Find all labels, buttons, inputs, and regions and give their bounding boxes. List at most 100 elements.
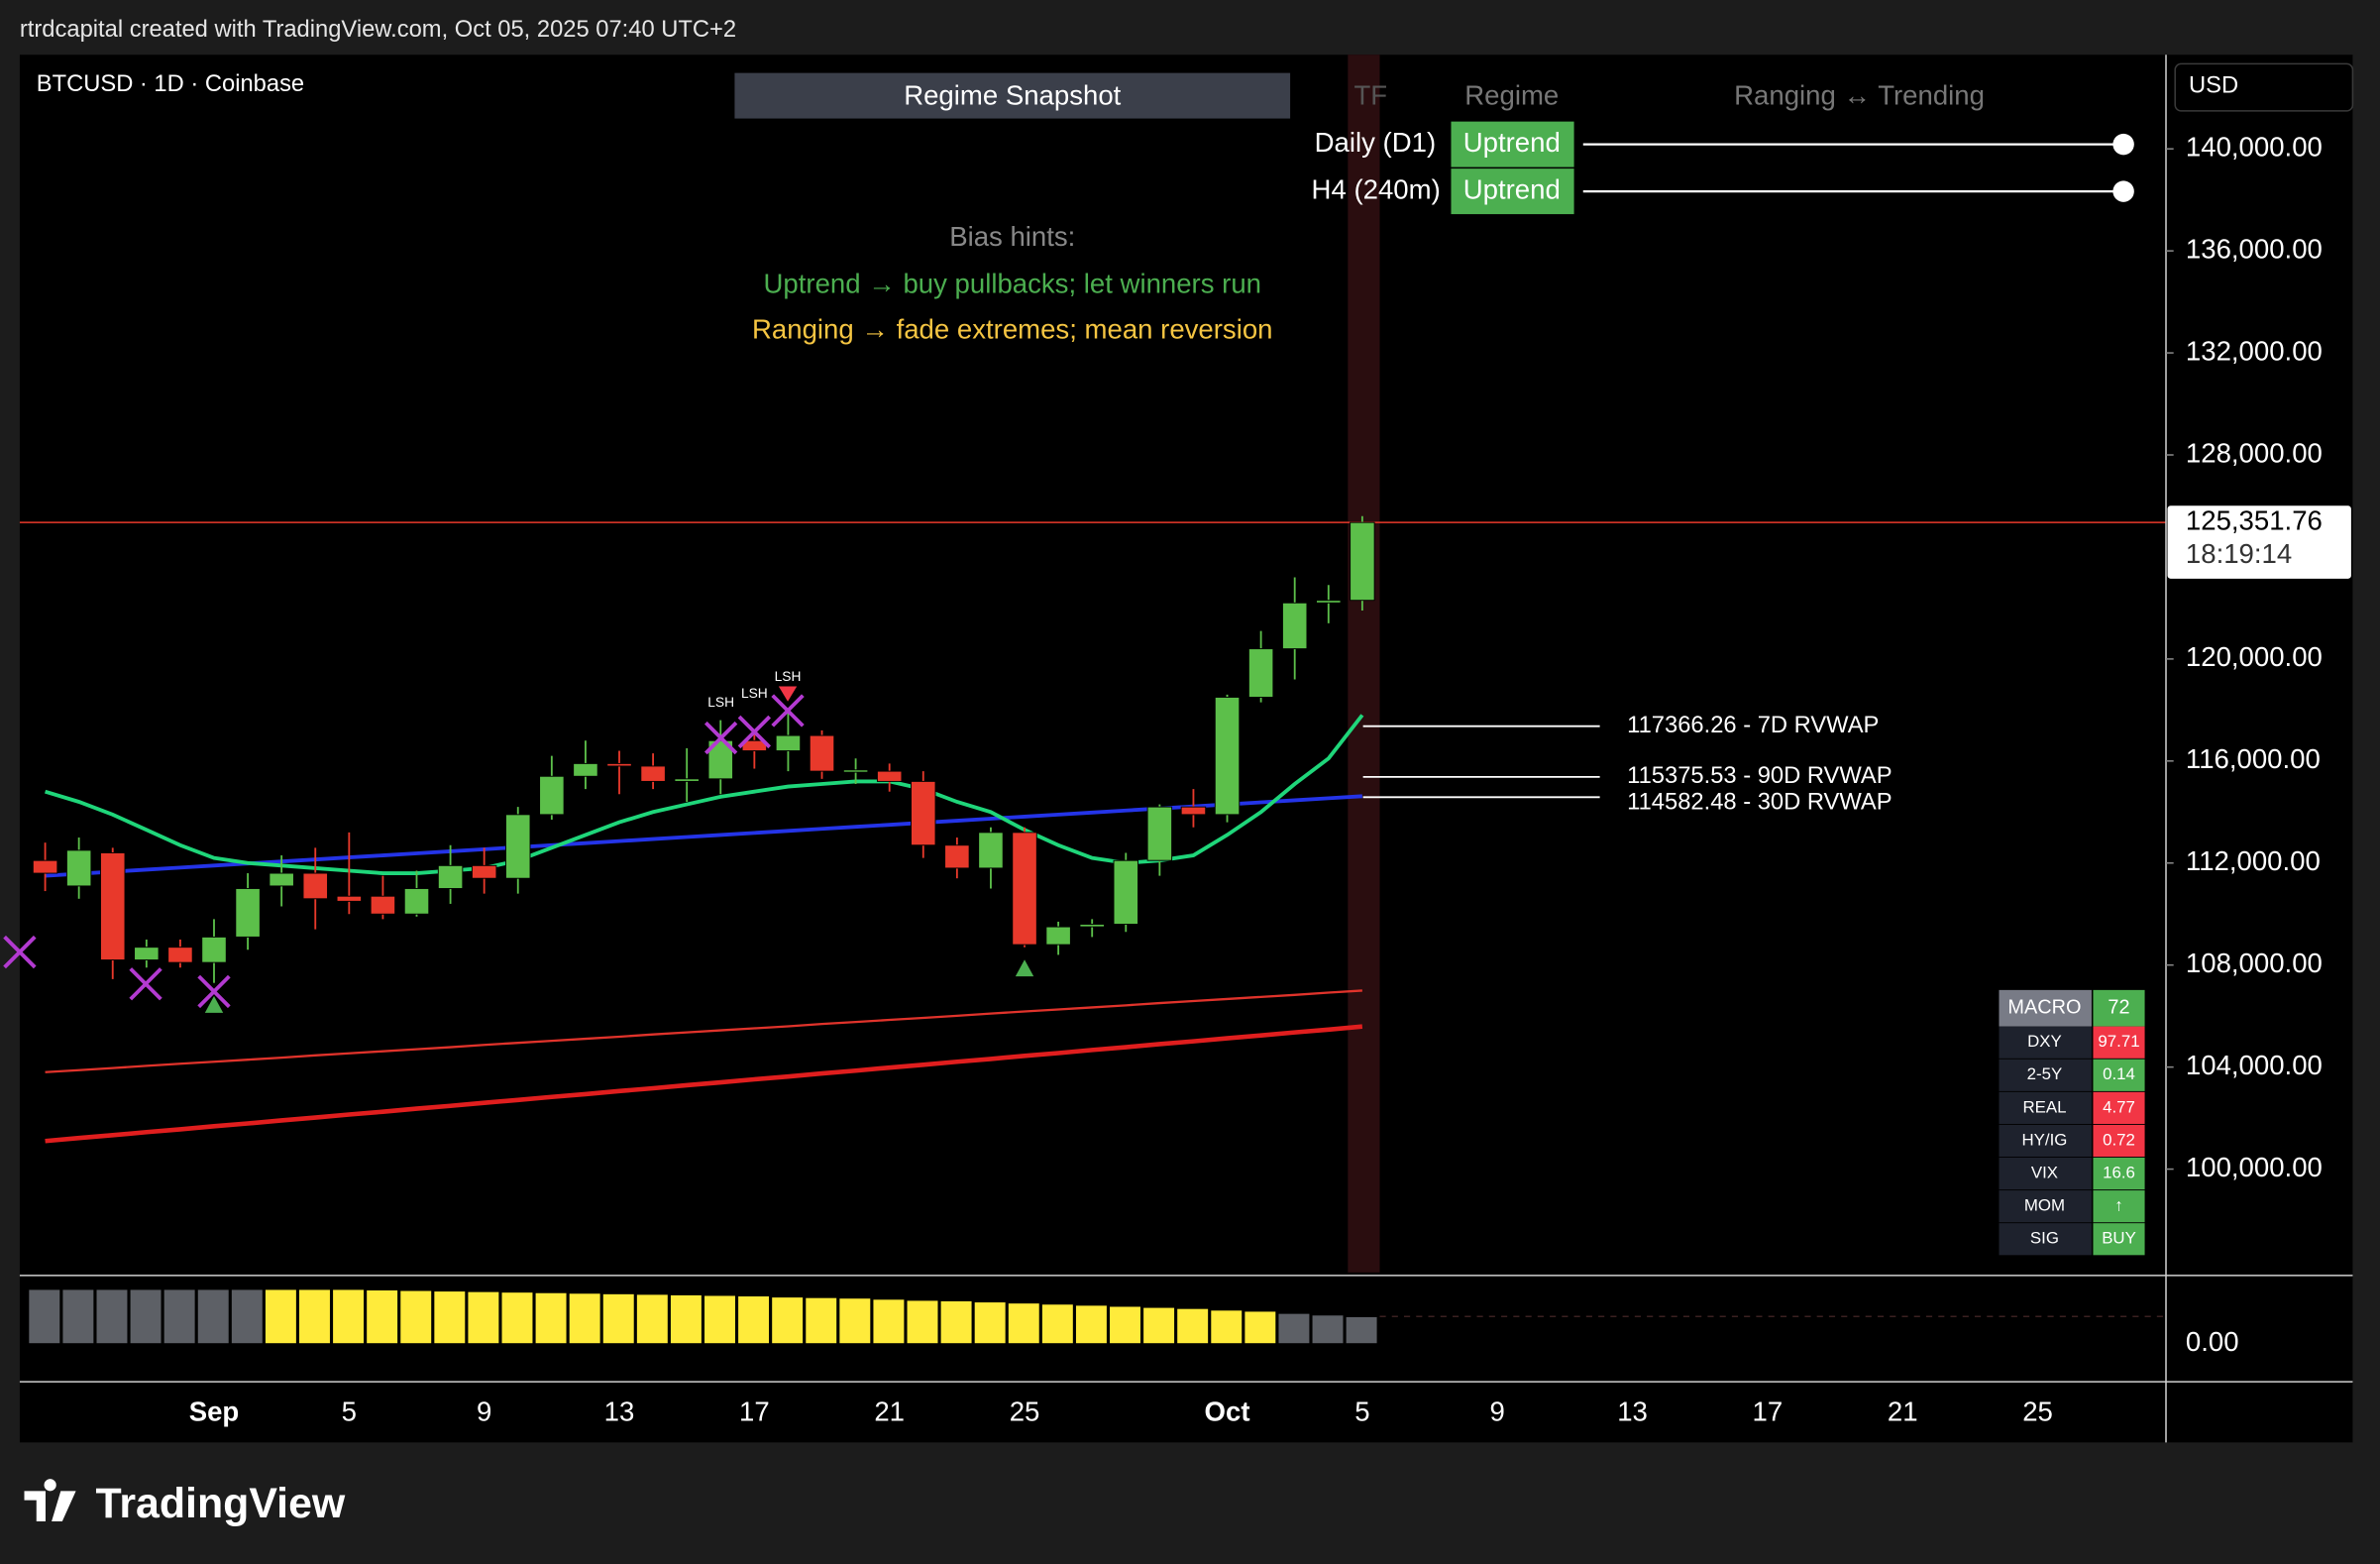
candle-body	[809, 734, 835, 772]
macro-value-cell	[2093, 1223, 2145, 1256]
candle-body	[134, 947, 160, 961]
macro-value: 72	[2108, 997, 2129, 1019]
oscillator-bar	[601, 1292, 635, 1345]
oscillator-bar	[1175, 1307, 1210, 1345]
logo-text: TradingView	[96, 1480, 346, 1527]
logo-mark	[24, 1479, 76, 1522]
oscillator-bar	[1108, 1305, 1142, 1345]
candle-body	[235, 888, 261, 938]
candle-body	[842, 769, 869, 773]
macro-value-cell	[2093, 1091, 2145, 1124]
buy-triangle	[1015, 959, 1034, 977]
oscillator-bar	[736, 1294, 771, 1345]
y-tick-label: 116,000.00	[2186, 743, 2321, 774]
oscillator-bar	[61, 1288, 95, 1345]
x-tick-label: Oct	[1205, 1396, 1250, 1427]
macro-label: MACRO	[2007, 997, 2081, 1019]
oscillator-bar	[331, 1288, 366, 1345]
chart-panel	[19, 55, 2353, 1443]
indicator-line	[45, 714, 1364, 875]
candle-body	[1180, 806, 1207, 816]
column-header: TF	[1353, 79, 1387, 110]
macro-label: DXY	[2027, 1032, 2062, 1051]
oscillator-bar	[162, 1288, 196, 1345]
oscillator-bar	[467, 1290, 500, 1345]
x-tick-label: 9	[477, 1396, 491, 1427]
currency-button[interactable]	[2174, 62, 2354, 112]
candle-body	[911, 780, 936, 846]
candle-body	[539, 775, 565, 816]
plot	[3, 515, 2167, 1144]
symbol: BTCUSD · 1D · Coinbase	[37, 71, 304, 97]
marker-label: LSH	[707, 695, 734, 710]
sell-triangle	[778, 686, 798, 702]
candle-body	[1214, 697, 1241, 816]
cross-marker	[703, 721, 738, 755]
macro-label-cell	[1999, 1091, 2092, 1124]
y-tick-label: 104,000.00	[2186, 1050, 2323, 1080]
regime-title-bg	[734, 72, 1291, 119]
x-tick-label: 9	[1490, 1396, 1505, 1427]
regime-cell	[1451, 168, 1574, 215]
countdown: 18:19:14	[2186, 538, 2292, 569]
candle-body	[978, 832, 1004, 869]
oscillator-bar	[872, 1298, 906, 1345]
candle-body	[100, 852, 126, 961]
candle-body	[1012, 832, 1037, 946]
macro-label-cell	[1999, 1026, 2092, 1059]
candle-body	[674, 778, 700, 782]
macro-label: REAL	[2022, 1097, 2066, 1116]
rvwap-label: 117366.26 - 7D RVWAP	[1627, 713, 1879, 738]
indicator-line	[45, 1024, 1363, 1144]
y-tick-label: 100,000.00	[2186, 1152, 2323, 1182]
candle-body	[573, 762, 598, 777]
macro-value-cell	[2093, 1059, 2145, 1091]
x-tick-label: 25	[2022, 1396, 2053, 1427]
x-tick-label: 25	[1010, 1396, 1040, 1427]
oscillator-bar	[973, 1300, 1007, 1345]
last-price: 125,351.76	[2186, 504, 2323, 535]
candle-body	[876, 770, 903, 782]
oscillator-bar	[365, 1288, 399, 1345]
marker-label: LSH	[741, 686, 768, 701]
oscillator-bar	[129, 1288, 162, 1345]
macro-label: SIG	[2030, 1229, 2059, 1248]
oscillator-bar	[939, 1299, 973, 1345]
session-highlight	[1348, 55, 1380, 1273]
candle-body	[606, 762, 632, 767]
bias-title: Bias hints:	[949, 221, 1075, 252]
macro-value-cell	[2093, 989, 2145, 1027]
candle-body	[775, 734, 802, 751]
macro-value-cell	[2093, 1124, 2145, 1158]
oscillator-bar	[399, 1289, 433, 1345]
oscillator-bar	[297, 1288, 332, 1345]
oscillator-bar	[1040, 1303, 1075, 1345]
candle-body	[1079, 924, 1105, 928]
oscillator-bar	[1277, 1312, 1311, 1345]
oscillator-bar	[838, 1297, 872, 1345]
currency[interactable]: USD	[2189, 73, 2238, 99]
last-price-box	[2167, 505, 2351, 579]
macro-value: ↑	[2114, 1196, 2122, 1215]
oscillator-bar	[1244, 1310, 1277, 1345]
cross-marker	[737, 715, 772, 749]
tf-label: H4 (240m)	[1312, 173, 1441, 204]
trend-dot	[2112, 133, 2134, 156]
candle-body	[167, 947, 193, 963]
oscillator-bar	[264, 1288, 298, 1345]
y-tick-label: 128,000.00	[2186, 437, 2323, 468]
x-tick-label: Sep	[189, 1396, 240, 1427]
column-header: Ranging ↔ Trending	[1734, 79, 1985, 110]
candle-body	[1281, 602, 1308, 650]
regime-title: Regime Snapshot	[904, 79, 1121, 110]
x-tick-label: 17	[1753, 1396, 1784, 1427]
oscillator-bar	[906, 1299, 939, 1345]
trend-dot	[2112, 180, 2134, 202]
macro-label: MOM	[2024, 1196, 2065, 1215]
indicator-line	[45, 989, 1362, 1073]
oscillator-bar	[568, 1292, 601, 1345]
oscillator-bar	[770, 1295, 805, 1345]
oscillator-bar	[95, 1288, 129, 1345]
